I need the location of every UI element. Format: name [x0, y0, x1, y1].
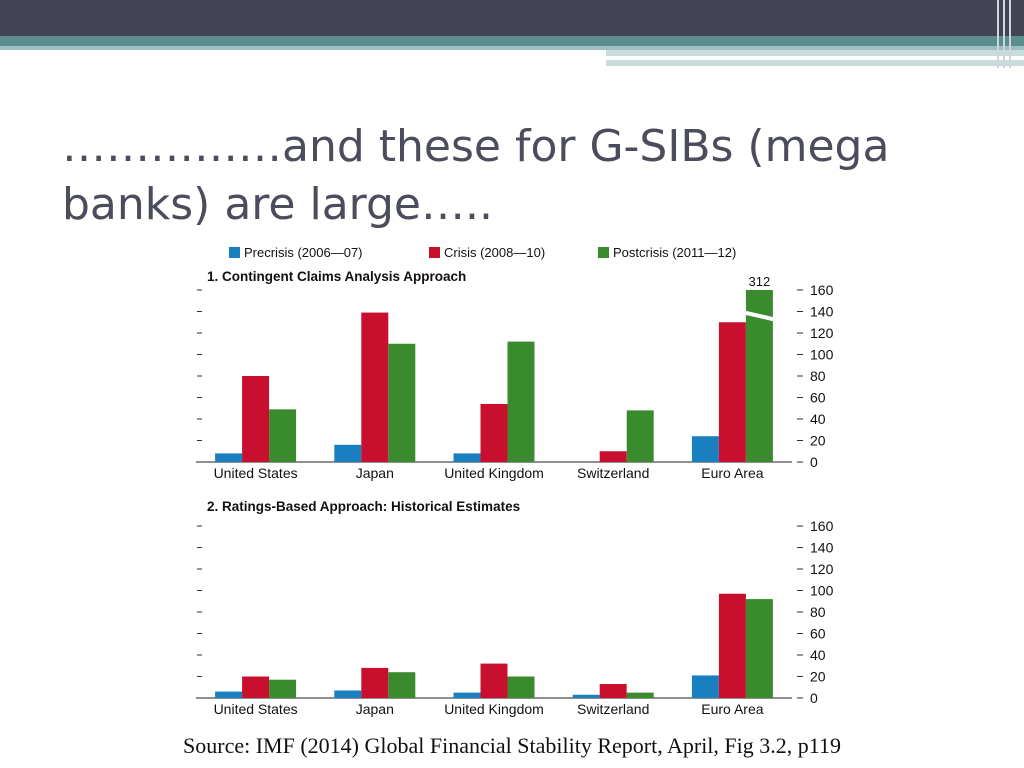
x-tick-label: Japan [356, 701, 394, 717]
header-accent-stripe-right-lower [606, 60, 1024, 66]
chart-bar [334, 690, 362, 698]
y-tick-label: 40 [810, 411, 826, 427]
legend-label: Crisis (2008—10) [444, 245, 545, 260]
chart-bar [626, 410, 654, 462]
x-tick-label: Switzerland [577, 465, 649, 481]
data-label: 312 [749, 274, 771, 289]
y-tick-label: 120 [810, 561, 834, 577]
y-tick-label: 100 [810, 347, 834, 363]
y-tick-label: 120 [810, 325, 834, 341]
y-tick-label: 160 [810, 518, 834, 534]
legend-label: Postcrisis (2011—12) [613, 245, 736, 260]
chart-bar [572, 694, 600, 698]
header-accent-stripe-light [0, 46, 1024, 50]
header-divider-line [1003, 0, 1005, 68]
chart-bar [718, 322, 746, 462]
source-citation: Source: IMF (2014) Global Financial Stab… [183, 733, 841, 758]
legend-swatch [598, 247, 609, 258]
x-tick-label: United States [214, 465, 298, 481]
chart-bar [334, 444, 362, 462]
legend-swatch [229, 247, 240, 258]
axis-break-marker [741, 310, 778, 322]
y-tick-label: 140 [810, 304, 834, 320]
chart-bar [691, 436, 719, 462]
x-tick-label: United States [214, 701, 298, 717]
y-tick-label: 80 [810, 368, 826, 384]
chart-bar [388, 343, 416, 462]
y-tick-label: 20 [810, 669, 826, 685]
slide-title: ……………and these for G-SIBs (mega banks) a… [62, 121, 890, 230]
chart-bar [599, 451, 627, 462]
x-tick-label: United Kingdom [444, 465, 544, 481]
chart-bar [745, 599, 773, 698]
x-tick-label: Euro Area [701, 701, 763, 717]
chart-bar [507, 341, 535, 462]
y-tick-label: 100 [810, 583, 834, 599]
chart-bar [453, 692, 481, 698]
chart-bar [269, 679, 297, 698]
header-accent-stripe-right [606, 50, 1024, 56]
header-bar [0, 0, 1024, 36]
y-tick-label: 80 [810, 604, 826, 620]
y-tick-label: 20 [810, 433, 826, 449]
chart-bar [361, 312, 389, 462]
chart-bar [507, 676, 535, 698]
chart-bar [480, 403, 508, 462]
y-tick-label: 40 [810, 647, 826, 663]
legend-swatch [429, 247, 440, 258]
y-tick-label: 160 [810, 282, 834, 298]
chart-bar [626, 692, 654, 698]
chart-bar [361, 667, 389, 698]
chart-bar [718, 593, 746, 698]
y-tick-label: 0 [810, 454, 818, 470]
chart-title: 1. Contingent Claims Analysis Approach [207, 269, 466, 284]
chart-title: 2. Ratings-Based Approach: Historical Es… [207, 499, 520, 514]
chart-bar [691, 675, 719, 698]
x-tick-label: United Kingdom [444, 701, 544, 717]
chart-bar [599, 684, 627, 698]
chart-bar [388, 672, 416, 698]
x-tick-label: Japan [356, 465, 394, 481]
x-tick-label: Euro Area [701, 465, 763, 481]
chart-bar [242, 376, 270, 462]
y-tick-label: 60 [810, 390, 826, 406]
y-tick-label: 140 [810, 540, 834, 556]
header-accent-stripe [0, 36, 1024, 46]
y-tick-label: 60 [810, 626, 826, 642]
chart-bar [269, 409, 297, 462]
header-divider-line [1009, 0, 1011, 68]
chart-bar [480, 663, 508, 698]
y-tick-label: 0 [810, 690, 818, 706]
chart-bar [453, 453, 481, 462]
chart-bar [215, 453, 243, 462]
chart-bar [242, 676, 270, 698]
header-divider-line [997, 0, 999, 68]
legend-label: Precrisis (2006—07) [244, 245, 363, 260]
x-tick-label: Switzerland [577, 701, 649, 717]
chart-bar [215, 691, 243, 698]
